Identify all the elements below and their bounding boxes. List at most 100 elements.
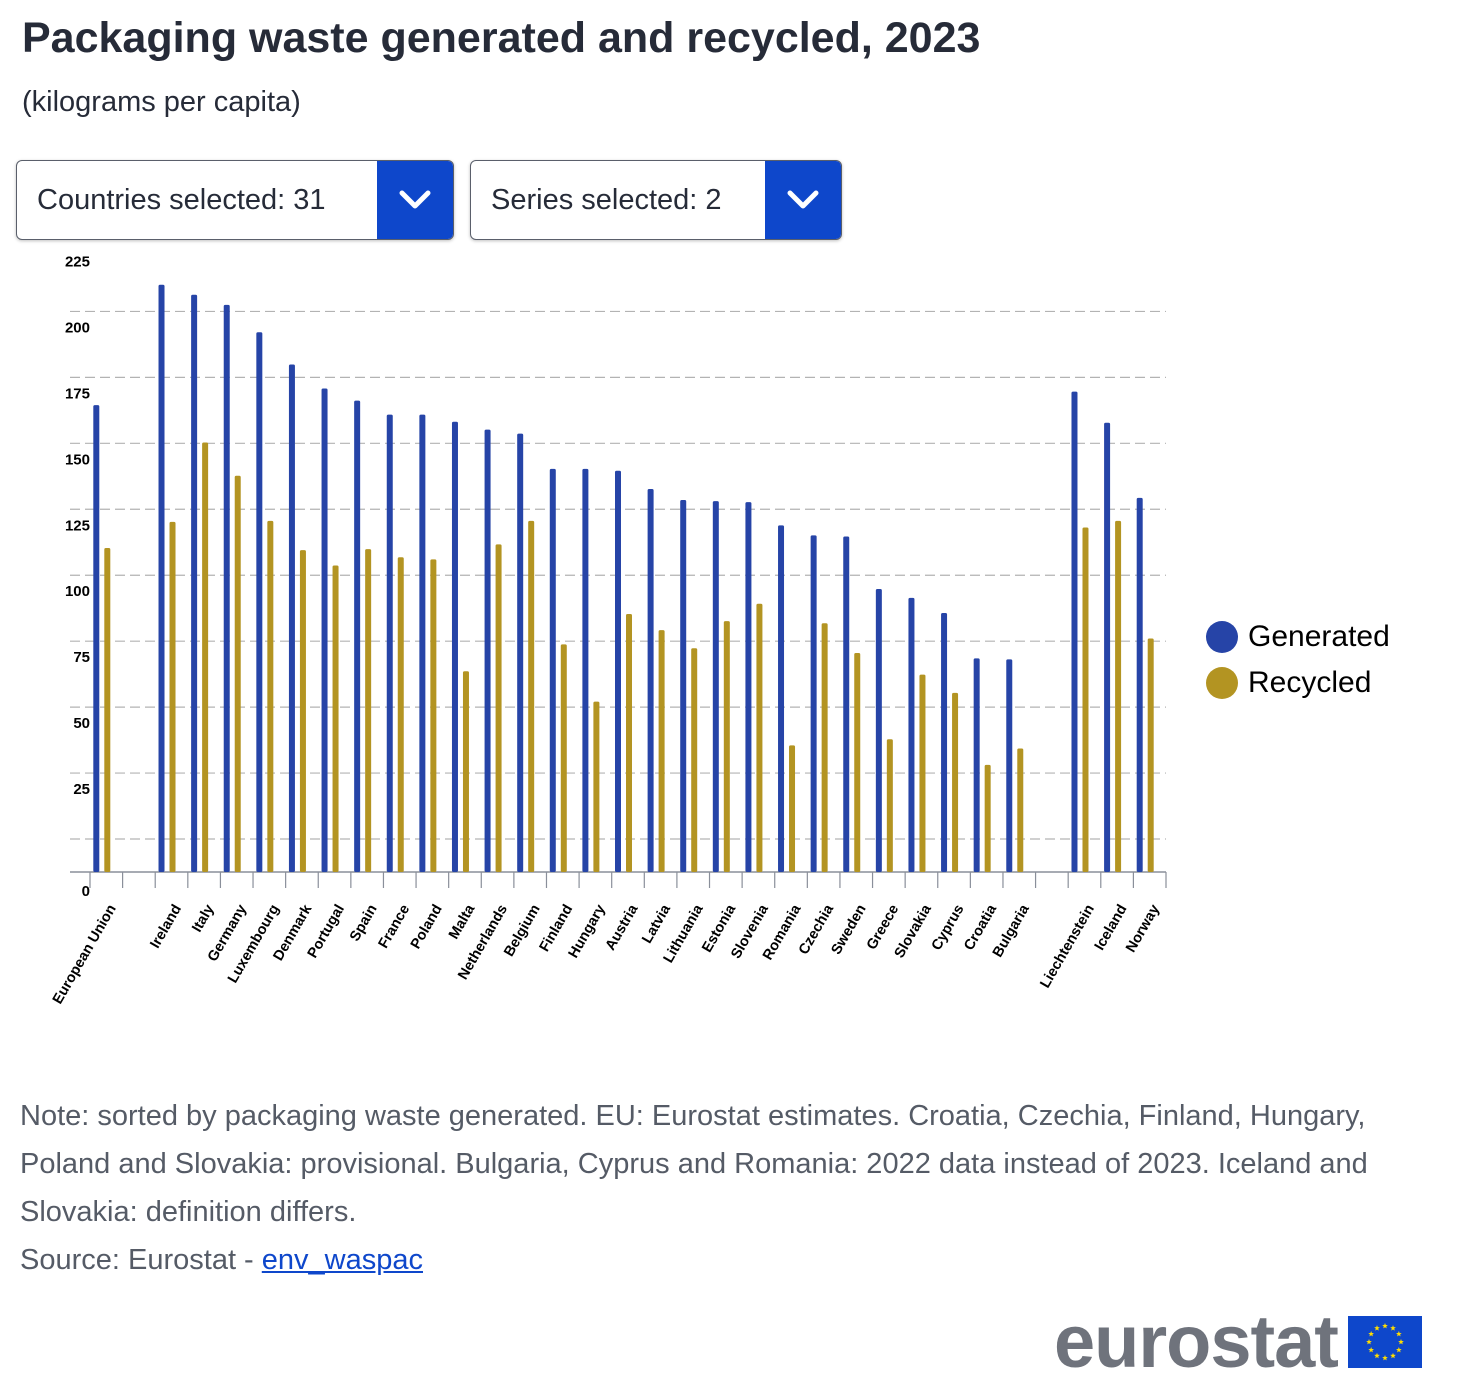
- bar-recycled: [821, 623, 828, 872]
- chart-legend: Generated Recycled: [1206, 614, 1390, 706]
- x-tick-label: Poland: [408, 902, 446, 952]
- series-dropdown-button[interactable]: [765, 161, 841, 239]
- x-tick-label: Italy: [189, 902, 217, 935]
- series-dropdown[interactable]: Series selected: 2: [470, 160, 842, 240]
- legend-item-generated[interactable]: Generated: [1206, 614, 1390, 660]
- eurostat-logo: eurostat: [1054, 1302, 1422, 1382]
- bar-generated: [451, 421, 458, 872]
- bar-recycled: [332, 565, 339, 872]
- bar-recycled: [1115, 520, 1122, 872]
- bar-recycled: [723, 621, 730, 872]
- bar-generated: [354, 400, 361, 872]
- countries-dropdown-label: Countries selected: 31: [37, 183, 326, 216]
- bar-recycled: [854, 653, 861, 872]
- bar-generated: [191, 294, 198, 872]
- y-tick-label: 225: [65, 253, 90, 270]
- logo-text: eurostat: [1054, 1300, 1339, 1383]
- bar-generated: [843, 536, 850, 872]
- chevron-down-icon: [787, 190, 819, 209]
- bar-generated: [549, 468, 556, 872]
- source-link[interactable]: env_waspac: [261, 1244, 423, 1276]
- countries-dropdown[interactable]: Countries selected: 31: [16, 160, 454, 240]
- flag-star: [1395, 1347, 1402, 1353]
- y-tick-label: 125: [65, 517, 90, 534]
- series-dropdown-label: Series selected: 2: [491, 183, 722, 216]
- bar-recycled: [104, 548, 111, 872]
- y-tick-label: 0: [82, 883, 90, 900]
- y-tick-label: 75: [73, 649, 90, 666]
- y-tick-label: 200: [65, 319, 90, 336]
- bar-generated: [321, 388, 328, 872]
- bar-generated: [778, 525, 785, 872]
- flag-star: [1390, 1325, 1396, 1331]
- flag-star: [1366, 1339, 1372, 1345]
- bar-generated: [484, 429, 491, 872]
- bar-recycled: [299, 550, 306, 872]
- bar-generated: [875, 588, 882, 872]
- flag-star: [1398, 1339, 1404, 1345]
- bar-generated: [158, 284, 165, 872]
- flag-star: [1395, 1331, 1402, 1337]
- eu-flag-icon: [1347, 1316, 1422, 1368]
- bar-recycled: [984, 764, 991, 872]
- bar-recycled: [593, 701, 600, 872]
- bar-chart: 0 25 50 75 100 125 150 175 200 225 European Union I…: [50, 253, 1167, 1007]
- y-tick-label: 100: [65, 583, 90, 600]
- bar-recycled: [397, 557, 404, 872]
- chevron-down-icon: [399, 190, 431, 209]
- legend-item-recycled[interactable]: Recycled: [1206, 660, 1390, 706]
- chart-source: Source: Eurostat - env_waspac: [20, 1236, 423, 1284]
- x-tick-label: Ireland: [147, 902, 185, 951]
- bar-recycled: [626, 614, 632, 872]
- x-tick-label: Liechtenstein: [1037, 902, 1098, 991]
- bar-recycled: [365, 549, 372, 872]
- y-tick-label: 175: [65, 385, 90, 402]
- bar-recycled: [1082, 527, 1089, 872]
- x-tick-label: Spain: [347, 902, 381, 944]
- bar-generated: [745, 502, 752, 872]
- bar-recycled: [267, 520, 274, 872]
- bar-recycled: [886, 739, 893, 872]
- bar-generated: [647, 488, 654, 872]
- countries-dropdown-button[interactable]: [377, 161, 453, 239]
- bar-recycled: [789, 745, 796, 872]
- flag-star: [1374, 1325, 1380, 1331]
- legend-dot-recycled: [1206, 667, 1238, 699]
- flag-star: [1374, 1352, 1380, 1359]
- flag-star: [1368, 1331, 1374, 1337]
- chart-subtitle: (kilograms per capita): [22, 86, 301, 118]
- bar-recycled: [919, 674, 926, 872]
- x-tick-label: Austria: [603, 901, 642, 953]
- bar-generated: [1104, 422, 1111, 872]
- y-tick-label: 50: [73, 715, 90, 732]
- source-prefix: Source: Eurostat -: [20, 1244, 262, 1276]
- bar-generated: [1006, 659, 1013, 872]
- bar-generated: [615, 470, 621, 872]
- legend-dot-generated: [1206, 621, 1238, 653]
- bar-recycled: [756, 603, 763, 872]
- legend-label-generated: Generated: [1248, 620, 1390, 653]
- flag-star: [1368, 1347, 1374, 1353]
- bar-recycled: [169, 521, 176, 872]
- flag-star: [1382, 1355, 1388, 1361]
- bar-generated: [582, 468, 589, 872]
- bar-recycled: [560, 644, 567, 872]
- y-tick-label: 25: [73, 781, 90, 798]
- bar-recycled: [1017, 748, 1024, 872]
- bar-recycled: [495, 544, 502, 872]
- bar-generated: [941, 612, 948, 872]
- bar-generated: [1071, 391, 1078, 872]
- x-tick-label: Latvia: [639, 901, 674, 946]
- bar-generated: [680, 500, 687, 872]
- chart-note: Note: sorted by packaging waste generate…: [20, 1100, 1368, 1228]
- x-tick-label: European Union: [50, 902, 120, 1007]
- bar-generated: [288, 364, 295, 872]
- bar-generated: [93, 405, 100, 872]
- bar-recycled: [658, 630, 665, 872]
- chart-title: Packaging waste generated and recycled, …: [22, 14, 981, 62]
- bar-generated: [256, 332, 263, 872]
- x-tick-label: Malta: [446, 901, 479, 942]
- bar-generated: [712, 501, 719, 872]
- bar-recycled: [952, 692, 959, 872]
- flag-star: [1382, 1323, 1388, 1329]
